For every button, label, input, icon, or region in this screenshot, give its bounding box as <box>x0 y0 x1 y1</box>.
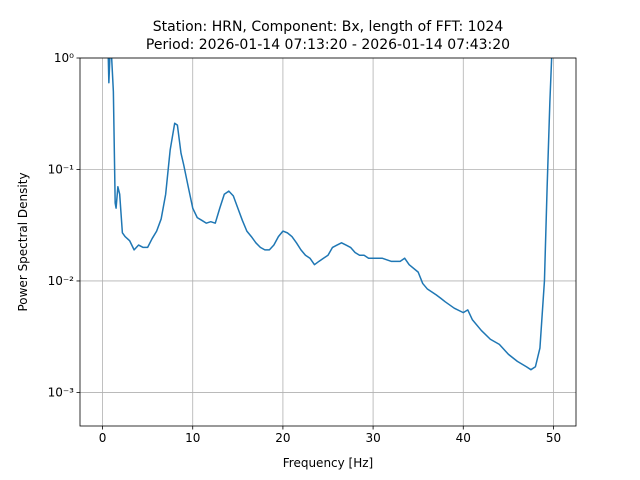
x-tick-label: 20 <box>275 431 290 445</box>
grid <box>80 57 576 426</box>
axes-frame <box>79 57 577 427</box>
y-tick-label: 10⁻³ <box>48 385 75 399</box>
x-tick-label: 0 <box>99 431 107 445</box>
y-tick-label: 10⁰ <box>54 51 74 65</box>
x-axis-label: Frequency [Hz] <box>283 456 374 470</box>
chart-subtitle: Period: 2026-01-14 07:13:20 - 2026-01-14… <box>146 37 510 53</box>
x-tick-label: 10 <box>185 431 200 445</box>
y-tick-label: 10⁻² <box>48 274 75 288</box>
plot-area <box>107 58 553 371</box>
line <box>107 58 553 371</box>
x-tick-label: 30 <box>365 431 380 445</box>
ticks: 0 10 20 30 40 50 10⁻³ 10⁻² 10⁻¹ 10⁰ <box>48 51 562 445</box>
x-tick-label: 50 <box>546 431 561 445</box>
y-tick-label: 10⁻¹ <box>48 162 75 176</box>
chart-title: Station: HRN, Component: Bx, length of F… <box>153 19 504 35</box>
y-axis-label: Power Spectral Density <box>16 172 30 311</box>
x-tick-label: 40 <box>456 431 471 445</box>
